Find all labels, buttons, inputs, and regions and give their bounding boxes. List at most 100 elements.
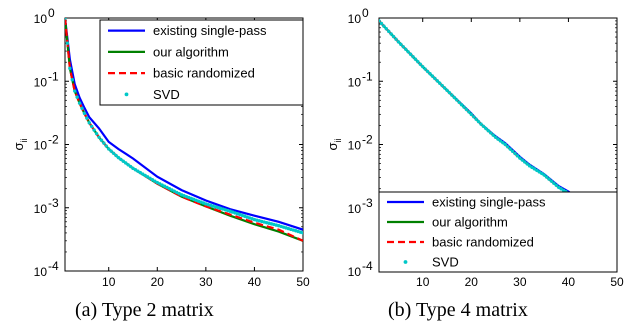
- caption-a: (a) Type 2 matrix: [75, 299, 214, 321]
- series-svd-b-point: [537, 170, 541, 174]
- series-svd-b-point: [413, 57, 418, 61]
- x-tick-label-a: 50: [296, 275, 310, 289]
- series-svd-a-point: [111, 151, 116, 155]
- series-svd-b-point: [438, 81, 442, 85]
- series-svd-b-point: [472, 115, 476, 119]
- y-axis-label-subscript: ii: [19, 138, 29, 142]
- series-svd-a-point: [128, 164, 133, 169]
- y-tick-exponent-b: 0: [362, 6, 369, 20]
- series-svd-a-point: [87, 121, 91, 125]
- legend-label-2-a: basic randomized: [153, 66, 255, 81]
- series-svd-b-point: [547, 177, 551, 181]
- series-svd-a-point: [65, 18, 67, 20]
- legend-label-3-b: SVD: [432, 255, 459, 270]
- series-svd-b-point: [552, 181, 556, 185]
- y-tick-exponent-b: -3: [362, 196, 373, 210]
- series-svd-b-point: [391, 34, 396, 39]
- x-tick-label-a: 30: [199, 275, 213, 289]
- series-svd-b-point: [467, 110, 471, 114]
- series-svd-a-point: [94, 131, 99, 136]
- y-axis-label-b: σii: [325, 138, 343, 150]
- y-tick-label-b: 10: [348, 265, 362, 279]
- x-tick-label-b: 40: [562, 275, 576, 289]
- series-svd-b-point: [401, 45, 405, 49]
- legend-label-0-a: existing single-pass: [153, 23, 267, 38]
- series-svd-a-point: [80, 106, 84, 111]
- series-svd-a-point: [75, 95, 79, 99]
- series-svd-b-point: [408, 52, 413, 56]
- series-svd-b-point: [404, 47, 408, 51]
- series-svd-b-point: [491, 133, 495, 137]
- y-tick-label-a: 10: [34, 75, 48, 89]
- series-svd-b-point: [515, 154, 520, 158]
- series-svd-a-point: [68, 66, 72, 71]
- series-svd-b-point: [501, 140, 505, 145]
- series-svd-a-point: [116, 155, 121, 160]
- series-svd-a-point: [102, 141, 106, 145]
- series-svd-b-point: [457, 100, 461, 104]
- series-svd-b-point: [387, 29, 391, 34]
- series-svd-a-point: [97, 135, 101, 139]
- series-svd-a-point: [124, 161, 128, 165]
- series-svd-b-point: [513, 151, 517, 156]
- series-svd-b-point: [476, 119, 481, 124]
- series-svd-b-point: [452, 95, 456, 100]
- series-svd-a-point: [301, 231, 303, 235]
- y-tick-exponent-b: -2: [362, 133, 373, 147]
- series-svd-b-point: [469, 112, 473, 117]
- x-tick-label-a: 10: [102, 275, 116, 289]
- series-svd-b-point: [423, 67, 427, 71]
- series-svd-b-point: [535, 168, 539, 173]
- legend-label-2-b: basic randomized: [432, 235, 534, 250]
- legend-label-1-b: our algorithm: [432, 215, 508, 230]
- x-tick-label-b: 20: [465, 275, 479, 289]
- legend-marker-svd-a: [124, 92, 129, 97]
- legend-marker-svd-b: [403, 260, 408, 264]
- series-svd-b-point: [554, 183, 558, 188]
- series-svd-b-point: [389, 32, 393, 36]
- series-svd-b-point: [549, 179, 554, 183]
- series-svd-b-point: [430, 74, 435, 78]
- legend-b: existing single-pass our algorithm basic r…: [378, 191, 618, 273]
- y-tick-exponent-a: -3: [48, 196, 59, 210]
- series-svd-b-point: [481, 124, 486, 129]
- series-svd-b-point: [416, 60, 420, 64]
- series-svd-b-point: [379, 19, 381, 23]
- legend-a: existing single-pass our algorithm basic r…: [99, 19, 304, 106]
- legend-label-3-a: SVD: [153, 87, 180, 102]
- series-svd-b-point: [428, 72, 432, 76]
- series-svd-b-point: [510, 149, 515, 153]
- y-tick-exponent-b: -4: [362, 259, 373, 273]
- series-svd-b-point: [406, 50, 410, 54]
- y-tick-exponent-a: -2: [48, 133, 59, 147]
- y-tick-exponent-b: -1: [362, 69, 373, 83]
- series-svd-b-point: [455, 98, 459, 102]
- x-tick-label-b: 30: [513, 275, 527, 289]
- y-tick-label-b: 10: [348, 139, 362, 153]
- y-axis-label-symbol: σ: [11, 142, 26, 150]
- series-svd-b-point: [530, 165, 534, 170]
- series-svd-b-point: [421, 64, 425, 69]
- series-svd-b-point: [394, 37, 398, 41]
- series-svd-a-point: [126, 163, 130, 167]
- series-svd-b-point: [489, 131, 493, 135]
- series-svd-a-point: [109, 149, 113, 153]
- series-svd-a-point: [73, 89, 77, 93]
- series-svd-b-point: [532, 167, 537, 171]
- series-svd-b-point: [462, 105, 466, 109]
- series-svd-b-point: [523, 160, 527, 164]
- series-svd-b-point: [493, 135, 498, 139]
- y-tick-label-b: 10: [348, 75, 362, 89]
- caption-b: (b) Type 4 matrix: [388, 299, 528, 321]
- legend-box-b: [378, 191, 618, 273]
- series-svd-b-point: [518, 156, 522, 160]
- y-tick-exponent-a: -4: [48, 259, 59, 273]
- series-svd-b-point: [506, 145, 510, 149]
- series-svd-b-point: [435, 79, 439, 83]
- y-axis-label-subscript: ii: [333, 138, 343, 142]
- series-svd-a-point: [85, 116, 89, 120]
- series-svd-b-point: [459, 103, 464, 107]
- y-tick-exponent-a: 0: [48, 6, 55, 20]
